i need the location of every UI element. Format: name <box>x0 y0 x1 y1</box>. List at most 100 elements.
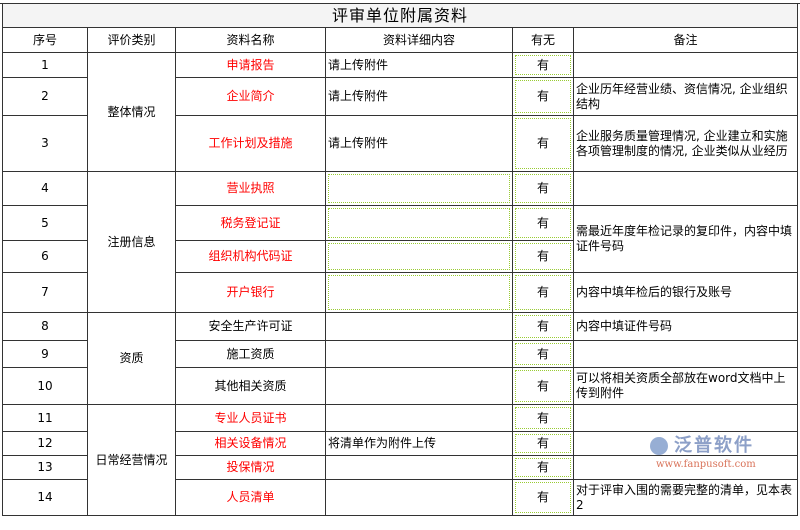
has-cell[interactable]: 有 <box>512 404 574 432</box>
has-cell[interactable]: 有 <box>512 431 574 456</box>
has-value: 有 <box>536 181 549 195</box>
has-value: 有 <box>536 89 549 103</box>
detail-cell[interactable] <box>325 479 513 516</box>
header-remark: 备注 <box>573 27 798 53</box>
remark-cell: 内容中填证件号码 <box>573 312 798 341</box>
has-cell[interactable]: 有 <box>512 205 574 241</box>
remark-cell: 可以将相关资质全部放在word文档中上传到附件 <box>573 367 798 405</box>
detail-cell[interactable] <box>325 455 513 480</box>
has-cell[interactable]: 有 <box>512 455 574 480</box>
has-cell[interactable]: 有 <box>512 312 574 341</box>
has-value: 有 <box>536 249 549 263</box>
detail-text: 请上传附件 <box>328 89 389 103</box>
material-name: 投保情况 <box>175 455 326 480</box>
has-cell[interactable]: 有 <box>512 115 574 172</box>
has-value: 有 <box>536 57 549 72</box>
has-cell[interactable]: 有 <box>512 479 574 516</box>
material-name: 营业执照 <box>175 171 326 206</box>
row-number: 1 <box>2 52 88 78</box>
has-value: 有 <box>536 136 549 150</box>
material-name: 开户银行 <box>175 272 326 313</box>
row-number: 10 <box>2 367 88 405</box>
row-number: 13 <box>2 455 88 480</box>
table-row: 1 整体情况 申请报告 请上传附件有 <box>2 52 798 172</box>
category-cell: 资质 <box>87 312 176 405</box>
table-title: 评审单位附属资料 <box>2 3 798 28</box>
material-name: 人员清单 <box>175 479 326 516</box>
detail-cell[interactable] <box>325 312 513 341</box>
attachment-table: 评审单位附属资料 序号 评价类别 资料名称 资料详细内容 有无 备注 1 整体情况… <box>2 3 798 516</box>
material-name: 专业人员证书 <box>175 404 326 432</box>
row-number: 11 <box>2 404 88 432</box>
table-row: 13 投保情况 有 <box>2 455 798 480</box>
detail-cell[interactable]: 请上传附件 <box>325 115 513 172</box>
detail-cell[interactable] <box>325 171 513 206</box>
category-cell: 日常经营情况 <box>87 404 176 516</box>
category-cell: 整体情况 <box>87 52 176 172</box>
table-row: 5 税务登记证有需最近年度年检记录的复印件，内容中填证件号码 <box>2 205 798 273</box>
row-number: 2 <box>2 77 88 116</box>
has-cell[interactable]: 有 <box>512 367 574 405</box>
remark-cell: 企业服务质量管理情况, 企业建立和实施各项管理制度的情况, 企业类似从业经历 <box>573 115 798 172</box>
detail-cell[interactable] <box>325 404 513 432</box>
has-value: 有 <box>536 215 549 230</box>
header-has: 有无 <box>512 27 574 53</box>
detail-text: 请上传附件 <box>328 136 389 150</box>
header-no: 序号 <box>2 27 88 53</box>
header-detail: 资料详细内容 <box>325 27 513 53</box>
remark-cell <box>573 52 798 78</box>
detail-cell[interactable] <box>325 272 513 313</box>
has-value: 有 <box>536 410 549 425</box>
remark-cell <box>573 431 798 456</box>
detail-cell[interactable]: 将清单作为附件上传 <box>325 431 513 456</box>
detail-text: 将清单作为附件上传 <box>328 436 437 450</box>
table-row: 2 企业简介 请上传附件 有 企业历年经营业绩、资信情况, 企业组织结构 <box>2 77 798 116</box>
has-value: 有 <box>536 346 549 361</box>
remark-cell <box>573 171 798 206</box>
sheet: 评审单位附属资料 序号 评价类别 资料名称 资料详细内容 有无 备注 1 整体情况… <box>2 3 798 516</box>
row-number: 6 <box>2 240 88 273</box>
has-cell[interactable]: 有 <box>512 77 574 116</box>
table-row: 4 注册信息 营业执照有 <box>2 171 798 313</box>
remark-cell: 需最近年度年检记录的复印件，内容中填证件号码 <box>573 205 798 273</box>
material-name: 申请报告 <box>175 52 326 78</box>
remark-cell: 企业历年经营业绩、资信情况, 企业组织结构 <box>573 77 798 116</box>
row-number: 4 <box>2 171 88 206</box>
row-number: 5 <box>2 205 88 241</box>
detail-cell[interactable] <box>325 367 513 405</box>
remark-cell: 对于评审入围的需要完整的清单，见本表2 <box>573 479 798 516</box>
has-cell[interactable]: 有 <box>512 240 574 273</box>
has-value: 有 <box>536 490 549 504</box>
material-name: 施工资质 <box>175 340 326 368</box>
header-row: 序号 评价类别 资料名称 资料详细内容 有无 备注 <box>2 27 798 53</box>
table-row: 9 施工资质 有 <box>2 340 798 368</box>
table-row: 8 资质 安全生产许可证有内容中填证件号码 <box>2 312 798 405</box>
has-cell[interactable]: 有 <box>512 52 574 78</box>
material-name: 工作计划及措施 <box>175 115 326 172</box>
detail-cell[interactable]: 请上传附件 <box>325 52 513 78</box>
has-cell[interactable]: 有 <box>512 272 574 313</box>
has-cell[interactable]: 有 <box>512 340 574 368</box>
has-value: 有 <box>536 285 549 299</box>
detail-cell[interactable] <box>325 240 513 273</box>
detail-cell[interactable] <box>325 205 513 241</box>
detail-cell[interactable] <box>325 340 513 368</box>
material-name: 组织机构代码证 <box>175 240 326 273</box>
material-name: 企业简介 <box>175 77 326 116</box>
material-name: 相关设备情况 <box>175 431 326 456</box>
detail-cell[interactable]: 请上传附件 <box>325 77 513 116</box>
category-cell: 注册信息 <box>87 171 176 313</box>
header-category: 评价类别 <box>87 27 176 53</box>
header-name: 资料名称 <box>175 27 326 53</box>
has-value: 有 <box>536 436 549 450</box>
remark-cell: 内容中填年检后的银行及账号 <box>573 272 798 313</box>
material-name: 税务登记证 <box>175 205 326 241</box>
has-cell[interactable]: 有 <box>512 171 574 206</box>
table-row: 14 人员清单 有 对于评审入围的需要完整的清单，见本表2 <box>2 479 798 516</box>
remark-cell <box>573 340 798 368</box>
material-name: 安全生产许可证 <box>175 312 326 341</box>
row-number: 3 <box>2 115 88 172</box>
row-number: 8 <box>2 312 88 341</box>
row-number: 12 <box>2 431 88 456</box>
has-value: 有 <box>536 319 549 333</box>
